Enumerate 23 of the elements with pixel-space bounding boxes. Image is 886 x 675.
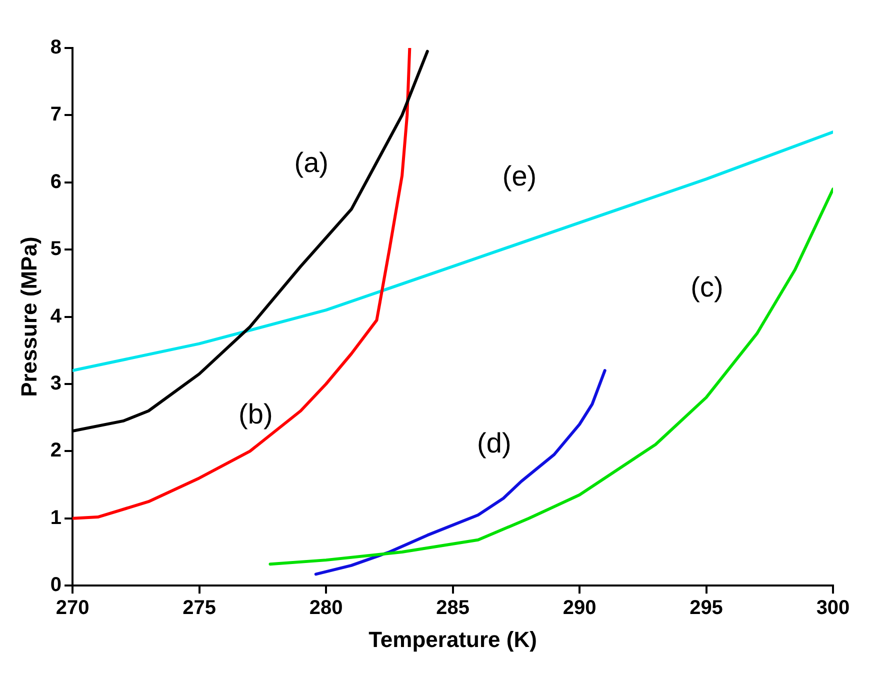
x-tick-label: 300	[816, 597, 850, 620]
y-tick-label: 4	[50, 305, 62, 328]
x-tick-label: 270	[56, 597, 90, 620]
x-tick-label: 295	[690, 597, 723, 620]
series-label: (b)	[238, 398, 273, 430]
y-tick-label: 8	[50, 36, 62, 59]
y-axis-title: Pressure (MPa)	[16, 236, 42, 397]
series-label: (e)	[502, 160, 537, 192]
series-label: (d)	[477, 427, 512, 458]
series-label: (a)	[294, 147, 328, 178]
x-tick-label: 275	[182, 597, 216, 620]
series-label: (c)	[690, 271, 724, 302]
y-tick-label: 7	[50, 104, 62, 126]
y-tick-label: 0	[50, 574, 62, 596]
x-tick-label: 280	[309, 597, 343, 620]
x-tick-label: 285	[436, 597, 470, 620]
y-tick-label: 6	[50, 170, 62, 193]
y-tick-label: 5	[50, 238, 62, 260]
y-tick-label: 1	[50, 506, 62, 529]
y-tick-label: 3	[50, 372, 62, 395]
y-tick-label: 2	[50, 440, 62, 462]
x-axis-title: Temperature (K)	[368, 626, 537, 652]
x-tick-label: 290	[562, 597, 596, 620]
